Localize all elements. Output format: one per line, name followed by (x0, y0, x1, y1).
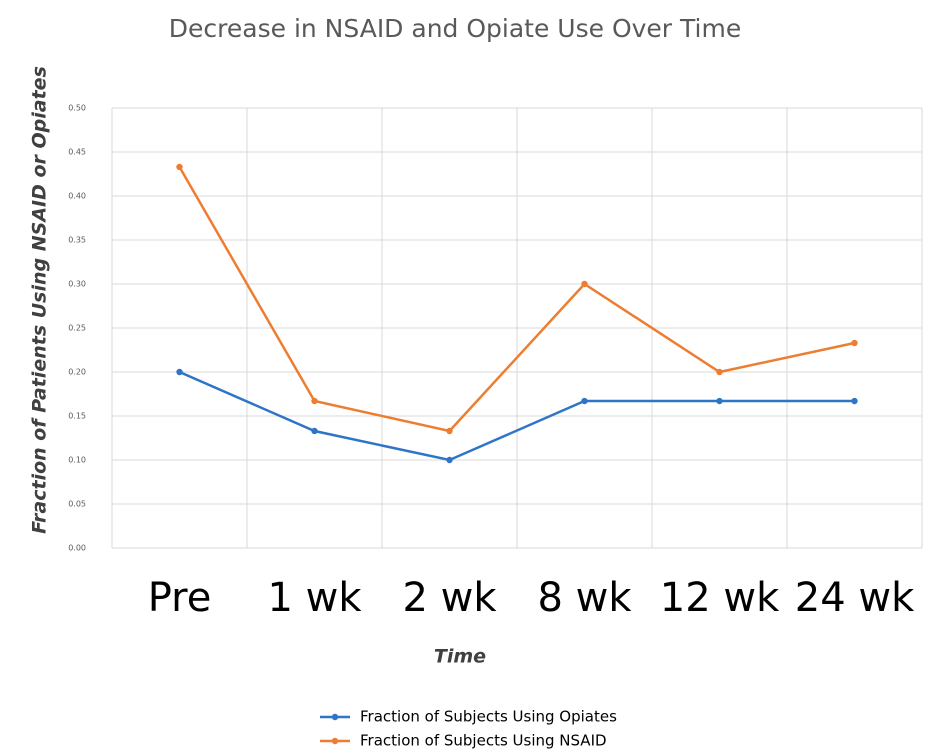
y-tick-label: 0.25 (68, 324, 86, 333)
point (851, 339, 858, 347)
y-axis-label: Fraction of Patients Using NSAID or Opia… (29, 66, 51, 534)
x-tick-label: 8 wk (537, 575, 632, 621)
y-tick-label: 0.45 (68, 148, 86, 157)
legend-label: Fraction of Subjects Using NSAID (360, 732, 607, 750)
point (446, 427, 453, 435)
y-tick-label: 0.05 (68, 500, 86, 509)
x-tick-label: Pre (148, 575, 212, 621)
y-tick-label: 0.30 (68, 280, 86, 289)
series-line (178, 166, 855, 433)
y-tick-label: 0.35 (68, 236, 86, 245)
series-line (178, 370, 855, 462)
point (176, 163, 183, 171)
y-tick-label: 0.10 (68, 456, 86, 465)
x-tick-label: 24 wk (795, 575, 915, 621)
point (176, 368, 183, 376)
x-tick-label: 2 wk (402, 575, 497, 621)
point (716, 368, 723, 376)
point (311, 427, 318, 435)
x-axis-label: Time (434, 646, 486, 668)
y-tick-label: 0.15 (68, 412, 86, 421)
legend-label: Fraction of Subjects Using Opiates (360, 708, 617, 726)
x-tick-label: 1 wk (267, 575, 362, 621)
point (851, 397, 858, 405)
y-tick-label: 0.40 (68, 192, 86, 201)
x-tick-label: 12 wk (660, 575, 780, 621)
y-tick-label: 0.50 (68, 104, 86, 113)
legend-marker (331, 737, 339, 745)
point (581, 397, 588, 405)
point (446, 456, 453, 464)
legend-marker (331, 713, 339, 721)
point (311, 397, 318, 405)
point (581, 280, 588, 288)
chart-title: Decrease in NSAID and Opiate Use Over Ti… (169, 14, 741, 43)
point (716, 397, 723, 405)
y-tick-label: 0.20 (68, 368, 86, 377)
y-tick-label: 0.00 (68, 544, 86, 553)
